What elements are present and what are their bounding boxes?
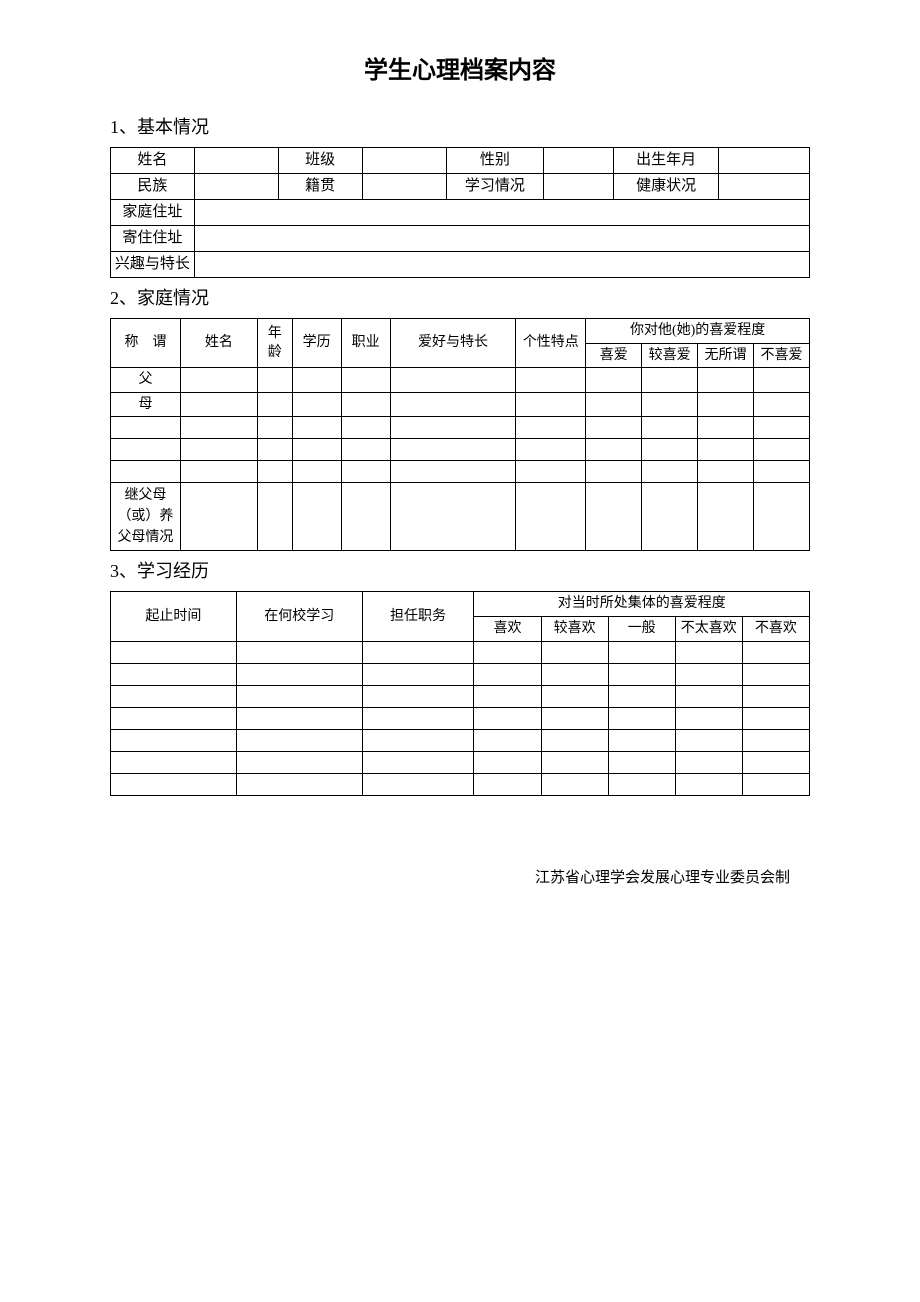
label-health: 健康状况	[614, 174, 719, 200]
col-not-like: 不喜欢	[742, 616, 809, 641]
table-row	[111, 641, 237, 663]
table-row	[111, 729, 237, 751]
col-degree-header3: 对当时所处集体的喜爱程度	[474, 592, 810, 617]
col-hobby2: 爱好与特长	[390, 319, 516, 368]
table-row	[111, 751, 237, 773]
row-step: 继父母（或）养父母情况	[111, 483, 181, 551]
study-history-table: 起止时间 在何校学习 担任职务 对当时所处集体的喜爱程度 喜欢 较喜欢 一般 不…	[110, 591, 810, 795]
col-more-like: 较喜欢	[541, 616, 608, 641]
table-row	[111, 685, 237, 707]
col-less-like: 不太喜欢	[675, 616, 742, 641]
value-class	[362, 148, 446, 174]
col-love: 喜爱	[586, 343, 642, 368]
value-hobby	[194, 252, 809, 278]
family-table: 称 谓 姓名 年龄 学历 职业 爱好与特长 个性特点 你对他(她)的喜爱程度 喜…	[110, 318, 810, 551]
col-age: 年龄	[257, 319, 292, 368]
col-more-love: 较喜爱	[642, 343, 698, 368]
value-health	[719, 174, 810, 200]
page-title: 学生心理档案内容	[110, 50, 810, 85]
table-row	[111, 439, 181, 461]
row-father: 父	[111, 368, 181, 393]
table-row	[111, 707, 237, 729]
value-gender	[544, 148, 614, 174]
value-liveaddr	[194, 226, 809, 252]
col-like: 喜欢	[474, 616, 541, 641]
label-class: 班级	[278, 148, 362, 174]
value-homeaddr	[194, 200, 809, 226]
table-row	[111, 417, 181, 439]
label-hobby: 兴趣与特长	[111, 252, 195, 278]
label-gender: 性别	[446, 148, 544, 174]
row-mother: 母	[111, 392, 181, 417]
col-position: 担任职务	[362, 592, 474, 641]
col-personality: 个性特点	[516, 319, 586, 368]
col-indiff: 无所谓	[698, 343, 754, 368]
value-ethnic	[194, 174, 278, 200]
label-liveaddr: 寄住住址	[111, 226, 195, 252]
basic-info-table: 姓名 班级 性别 出生年月 民族 籍贯 学习情况 健康状况 家庭住址 寄住住址 …	[110, 147, 810, 278]
label-birth: 出生年月	[614, 148, 719, 174]
label-study: 学习情况	[446, 174, 544, 200]
table-row	[111, 773, 237, 795]
value-native	[362, 174, 446, 200]
footer-text: 江苏省心理学会发展心理专业委员会制	[110, 866, 810, 887]
value-name	[194, 148, 278, 174]
label-name: 姓名	[111, 148, 195, 174]
col-relation: 称 谓	[111, 319, 181, 368]
value-birth	[719, 148, 810, 174]
col-school: 在何校学习	[236, 592, 362, 641]
label-native: 籍贯	[278, 174, 362, 200]
table-row	[111, 663, 237, 685]
section3-heading: 3、学习经历	[110, 557, 810, 583]
value-study	[544, 174, 614, 200]
col-normal: 一般	[608, 616, 675, 641]
table-row	[111, 461, 181, 483]
col-job: 职业	[341, 319, 390, 368]
col-period: 起止时间	[111, 592, 237, 641]
col-name: 姓名	[180, 319, 257, 368]
section2-heading: 2、家庭情况	[110, 284, 810, 310]
col-edu: 学历	[292, 319, 341, 368]
col-not-love: 不喜爱	[753, 343, 809, 368]
col-degree-header: 你对他(她)的喜爱程度	[586, 319, 810, 344]
label-ethnic: 民族	[111, 174, 195, 200]
label-homeaddr: 家庭住址	[111, 200, 195, 226]
section1-heading: 1、基本情况	[110, 113, 810, 139]
